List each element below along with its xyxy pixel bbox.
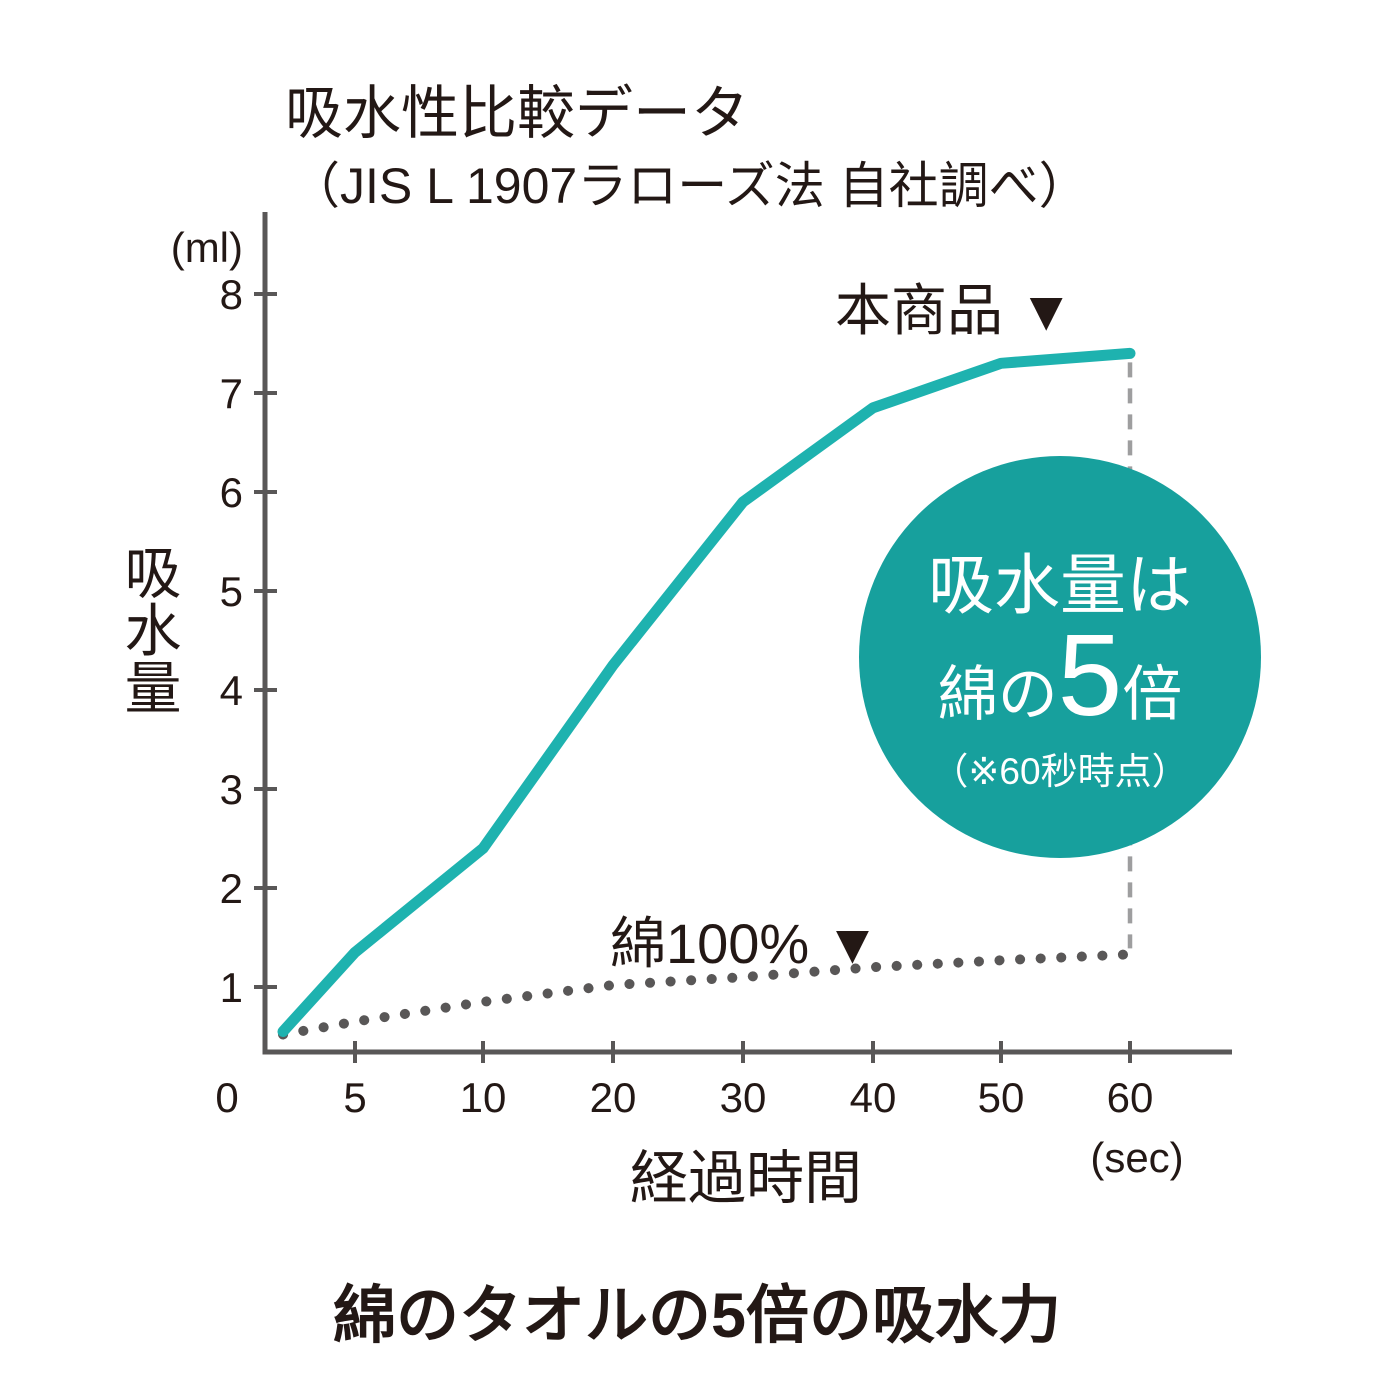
cotton-series-label: 綿100% ▼ (610, 912, 880, 975)
x-axis-unit-label: (sec) (1090, 1134, 1183, 1181)
x-axis-origin-label: 0 (215, 1074, 238, 1121)
product-line (277, 347, 1136, 1038)
callout-circle (859, 456, 1261, 858)
y-axis-title-char: 吸 (125, 542, 182, 606)
y-tick-label: 4 (220, 667, 243, 714)
x-tick-label: 5 (343, 1074, 366, 1121)
y-tick-label: 8 (220, 271, 243, 318)
y-tick-label: 2 (220, 865, 243, 912)
figure-caption: 綿のタオルの5倍の吸水力 (333, 1281, 1061, 1351)
x-tick-label: 40 (850, 1074, 897, 1121)
y-tick-label: 7 (220, 370, 243, 417)
callout-line2-prefix: 綿の (938, 661, 1058, 728)
callout-line2-number: 5 (1058, 610, 1123, 740)
callout-badge: 吸水量は 綿の5倍 （※60秒時点） (859, 456, 1261, 858)
chart-subtitle: （JIS L 1907ラローズ法 自社調べ） (290, 158, 1089, 214)
product-series-label: 本商品 ▼ (835, 279, 1074, 342)
x-tick-label: 30 (720, 1074, 767, 1121)
callout-text-line1: 吸水量は (928, 548, 1192, 622)
y-tick-label: 5 (220, 568, 243, 615)
x-tick-label: 50 (978, 1074, 1025, 1121)
y-tick-label: 3 (220, 766, 243, 813)
x-tick-label: 20 (590, 1074, 637, 1121)
y-tick-label: 6 (220, 469, 243, 516)
y-axis-ticks: 1 2 3 4 5 6 7 8 (220, 271, 277, 1011)
callout-line2-suffix: 倍 (1122, 661, 1182, 728)
x-axis-title: 経過時間 (630, 1146, 862, 1211)
chart-title: 吸水性比較データ (285, 81, 749, 146)
x-tick-label: 60 (1107, 1074, 1154, 1121)
y-tick-label: 1 (220, 964, 243, 1011)
x-axis-ticks: 5 10 20 30 40 50 60 (343, 1041, 1153, 1121)
y-axis-title: 吸水量 (125, 542, 182, 721)
x-tick-label: 10 (460, 1074, 507, 1121)
axes: 1 2 3 4 5 6 7 8 5 10 20 30 40 50 60 (220, 212, 1232, 1121)
callout-text-line2: 綿の5倍 (938, 610, 1183, 740)
callout-text-line3: （※60秒時点） (931, 751, 1188, 792)
y-axis-title-char: 水 (125, 600, 182, 664)
y-axis-title-char: 量 (125, 657, 182, 721)
cotton-dotted-line (278, 949, 1135, 1040)
y-axis-unit-label: (ml) (171, 224, 243, 271)
